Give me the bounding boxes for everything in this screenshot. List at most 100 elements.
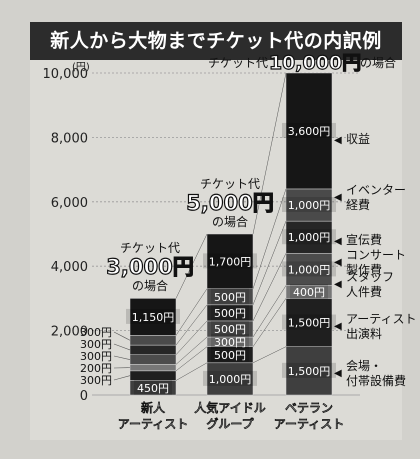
y-tick-label: 10,000 bbox=[43, 67, 89, 82]
value-label: 400円 bbox=[293, 286, 325, 299]
x-category-label: 人気アイドル bbox=[194, 400, 265, 415]
value-label: 1,000円 bbox=[288, 231, 331, 244]
value-label: 500円 bbox=[214, 323, 246, 336]
value-label: 500円 bbox=[214, 291, 246, 304]
value-label: 300円 bbox=[80, 350, 112, 363]
legend-marker: ◀ bbox=[334, 368, 342, 379]
legend-label: 付帯設備費 bbox=[346, 373, 406, 388]
total-post: の場合 bbox=[132, 278, 168, 293]
bar-segment bbox=[285, 188, 333, 222]
bar-segment bbox=[285, 346, 333, 396]
value-label-bg bbox=[211, 304, 249, 320]
bar-segment bbox=[129, 344, 177, 355]
total-value: 5,000円 bbox=[186, 191, 273, 215]
bar-segment bbox=[129, 364, 177, 372]
leader-line bbox=[113, 375, 131, 381]
legend-label: スタッフ bbox=[346, 270, 394, 284]
value-label-bg bbox=[282, 229, 336, 245]
value-label: 500円 bbox=[214, 307, 246, 320]
connector-line bbox=[175, 304, 208, 346]
total-value: 10,000円 bbox=[269, 52, 361, 74]
value-label-bg bbox=[282, 122, 336, 138]
connector-line bbox=[252, 188, 287, 289]
value-label-bg bbox=[211, 288, 249, 304]
value-label-bg bbox=[134, 379, 172, 395]
y-tick-label: 6,000 bbox=[51, 196, 88, 211]
connector-line bbox=[175, 288, 208, 336]
legend-label: 人件費 bbox=[346, 284, 382, 299]
value-label-bg bbox=[282, 314, 336, 330]
value-label: 200円 bbox=[80, 362, 112, 375]
bar-segment bbox=[285, 220, 333, 254]
connector-line bbox=[252, 253, 287, 322]
connector-line bbox=[175, 320, 208, 355]
legend-label: コンサート bbox=[346, 248, 406, 262]
bar-segment bbox=[206, 233, 254, 289]
x-category-label: アーティスト bbox=[274, 417, 345, 431]
y-tick-label: 8,000 bbox=[51, 131, 88, 146]
value-label-bg bbox=[211, 333, 249, 349]
x-category-label: グループ bbox=[206, 417, 253, 431]
leader-line bbox=[113, 355, 131, 360]
value-label: 3,600円 bbox=[288, 125, 331, 138]
value-label: 1,000円 bbox=[288, 263, 331, 276]
total-pre: チケット代 bbox=[208, 56, 268, 70]
total-post: の場合 bbox=[360, 55, 396, 70]
total-pre: チケット代 bbox=[200, 177, 260, 191]
value-label: 1,500円 bbox=[288, 317, 331, 330]
connector-line bbox=[252, 298, 287, 347]
y-tick-label: 4,000 bbox=[51, 260, 88, 275]
legend-label: イベンター bbox=[346, 183, 406, 197]
connector-line bbox=[252, 285, 287, 338]
legend-label: 経費 bbox=[346, 197, 370, 212]
value-label-bg bbox=[290, 283, 328, 299]
value-label: 1,000円 bbox=[288, 199, 331, 212]
value-label-bg bbox=[203, 370, 257, 386]
legend-marker: ◀ bbox=[334, 135, 342, 146]
connector-line bbox=[252, 346, 287, 364]
value-label: 1,500円 bbox=[288, 365, 331, 378]
y-tick-label: 2,000 bbox=[51, 325, 88, 340]
x-category-label: アーティスト bbox=[118, 417, 189, 431]
value-label-bg bbox=[282, 362, 336, 378]
connector-line bbox=[175, 233, 208, 299]
value-label-bg bbox=[282, 197, 336, 213]
value-label: 300円 bbox=[214, 336, 246, 349]
legend-marker: ◀ bbox=[334, 279, 342, 290]
value-label: 1,000円 bbox=[209, 373, 252, 386]
value-label-bg bbox=[203, 253, 257, 269]
legend-label: 出演料 bbox=[346, 326, 382, 341]
legend-marker: ◀ bbox=[334, 236, 342, 247]
value-label-bg bbox=[126, 308, 180, 324]
connector-line bbox=[175, 362, 208, 381]
bar-segment bbox=[285, 298, 333, 347]
connector-line bbox=[175, 336, 208, 365]
value-label: 450円 bbox=[137, 382, 169, 395]
bar-segment bbox=[129, 370, 177, 381]
value-label: 500円 bbox=[214, 349, 246, 362]
leader-line bbox=[113, 331, 131, 341]
legend-marker: ◀ bbox=[334, 257, 342, 268]
x-category-label: ベテラン bbox=[285, 401, 333, 415]
connector-line bbox=[252, 221, 287, 305]
connector-line bbox=[175, 346, 208, 372]
legend-marker: ◀ bbox=[334, 192, 342, 203]
legend-label: 製作費 bbox=[346, 262, 382, 277]
y-unit-label: (円) bbox=[72, 62, 90, 73]
legend-label: 宣伝費 bbox=[346, 232, 382, 247]
total-pre: チケット代 bbox=[120, 241, 180, 255]
leader-line bbox=[113, 343, 131, 351]
total-post: の場合 bbox=[212, 214, 248, 229]
bar-segment bbox=[285, 253, 333, 286]
value-label-bg bbox=[211, 346, 249, 362]
total-value: 3,000円 bbox=[106, 255, 193, 279]
chart-title: 新人から大物までチケット代の内訳例 bbox=[30, 22, 402, 60]
value-label: 300円 bbox=[80, 374, 112, 387]
legend-label: 会場・ bbox=[346, 359, 382, 373]
bar-segment bbox=[285, 72, 333, 190]
value-label: 300円 bbox=[80, 326, 112, 339]
connector-line bbox=[252, 72, 287, 235]
value-label-bg bbox=[282, 261, 336, 277]
legend-marker: ◀ bbox=[334, 321, 342, 332]
